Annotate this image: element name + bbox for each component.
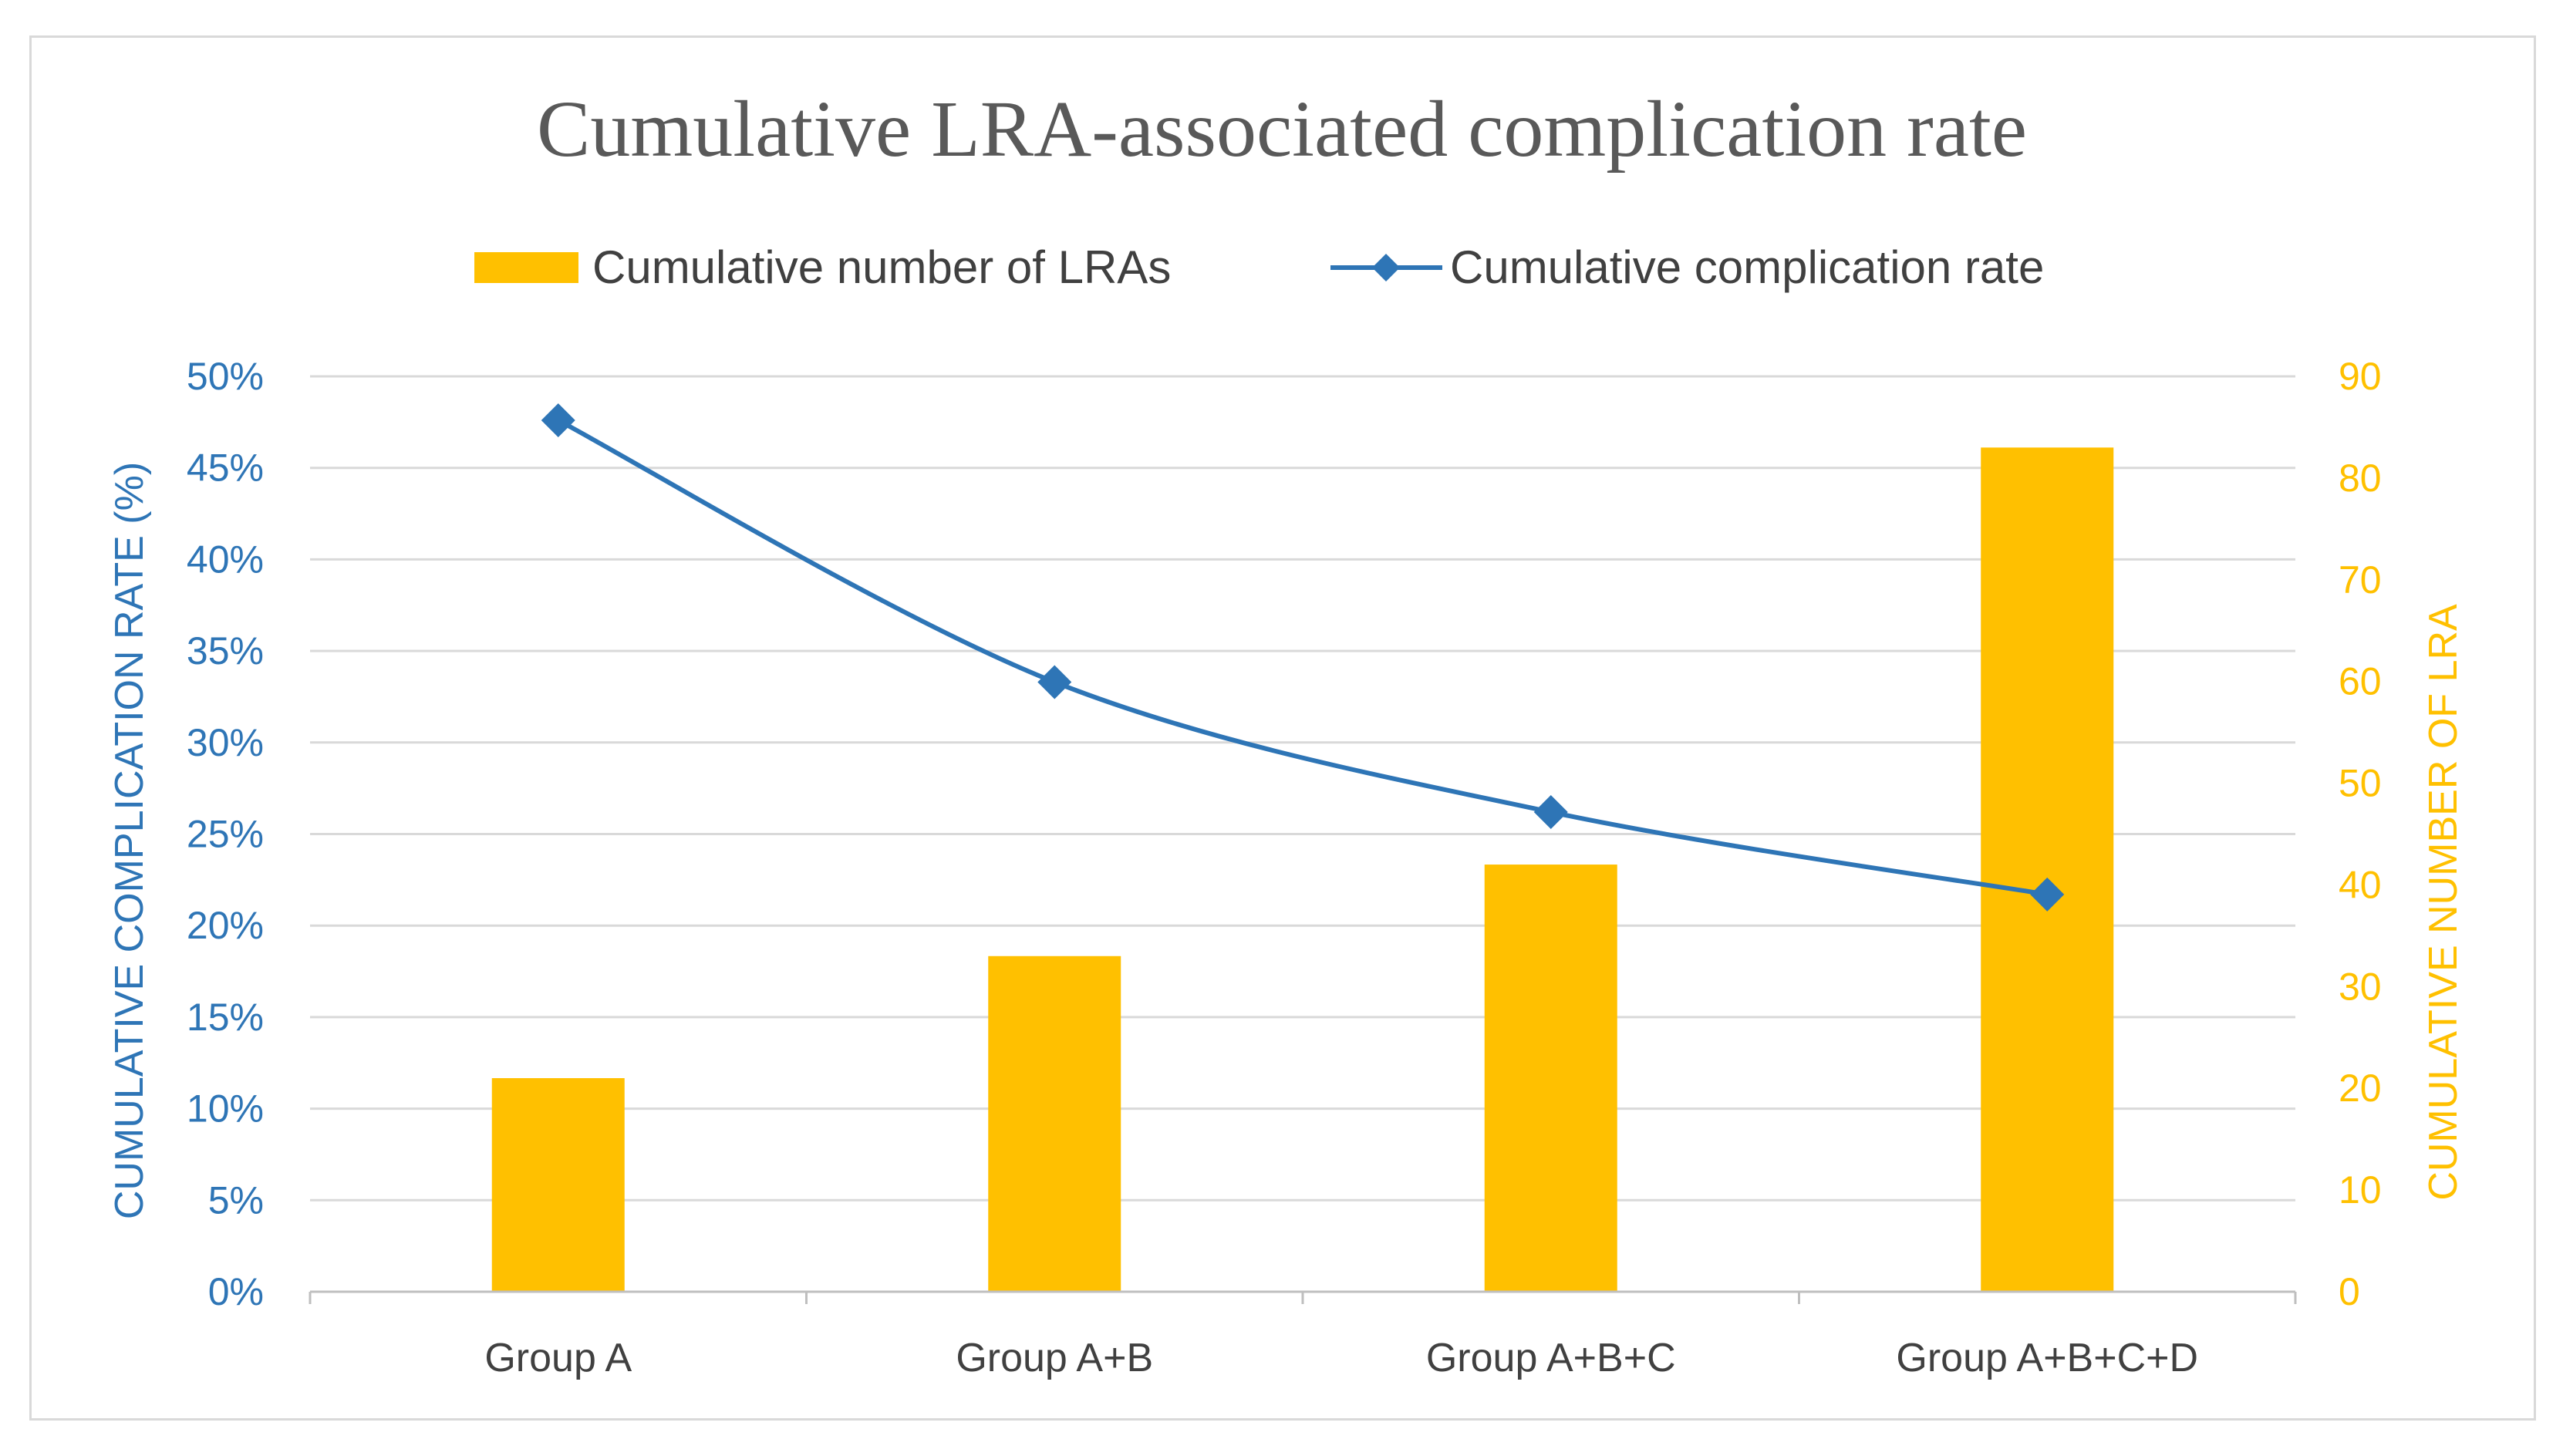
x-tick-label: Group A (484, 1336, 632, 1380)
line-point (1037, 665, 1072, 699)
x-tick-label: Group A+B+C (1426, 1336, 1676, 1380)
left-tick-label: 10% (187, 1087, 264, 1131)
bar-series (491, 447, 2114, 1292)
left-tick-label: 50% (187, 355, 264, 398)
left-axis-title: CUMULATIVE COMPLICATION RATE (%) (107, 462, 152, 1219)
right-tick-label: 30 (2339, 965, 2382, 1008)
right-tick-label: 50 (2339, 762, 2382, 805)
left-tick-label: 15% (187, 996, 264, 1039)
right-tick-label: 0 (2339, 1270, 2360, 1313)
legend-line-marker (1372, 254, 1400, 281)
line-point (541, 403, 575, 437)
bar (988, 956, 1121, 1292)
bar (1484, 865, 1617, 1292)
bar (1981, 447, 2114, 1292)
x-axis (309, 1290, 2297, 1304)
line-point (2030, 877, 2065, 912)
right-tick-label: 70 (2339, 558, 2382, 602)
chart-frame (29, 35, 2536, 1421)
legend-bar-label: Cumulative number of LRAs (592, 241, 1171, 293)
line-series (541, 403, 2065, 912)
right-tick-label: 90 (2339, 355, 2382, 398)
right-axis-title: CUMULATIVE NUMBER OF LRA (2421, 604, 2466, 1201)
right-tick-label: 40 (2339, 863, 2382, 906)
right-tick-label: 60 (2339, 660, 2382, 703)
legend-line-label: Cumulative complication rate (1450, 241, 2044, 293)
left-tick-label: 20% (187, 904, 264, 947)
x-tick-label: Group A+B+C+D (1896, 1336, 2198, 1380)
left-tick-label: 35% (187, 629, 264, 672)
right-tick-label: 80 (2339, 457, 2382, 500)
left-tick-label: 30% (187, 721, 264, 764)
left-tick-label: 0% (208, 1270, 264, 1313)
line-point (1533, 795, 1568, 830)
legend-bar-swatch (474, 252, 578, 283)
left-tick-label: 45% (187, 447, 264, 490)
right-axis-ticks: 0 10 20 30 40 50 60 70 80 90 (2339, 355, 2382, 1313)
left-tick-label: 25% (187, 813, 264, 856)
x-axis-tick-labels: Group A Group A+B Group A+B+C Group A+B+C+D (484, 1336, 2198, 1380)
right-tick-label: 20 (2339, 1067, 2382, 1110)
series-line (557, 418, 2048, 897)
left-axis-ticks: 0% 5% 10% 15% 20% 25% 30% 35% 40% 45% 50% (187, 355, 264, 1313)
bar (491, 1078, 625, 1292)
chart-title: Cumulative LRA-associated complication r… (537, 85, 2027, 174)
left-tick-label: 5% (208, 1178, 264, 1222)
left-tick-label: 40% (187, 538, 264, 581)
legend: Cumulative number of LRAs Cumulative com… (474, 241, 2044, 293)
right-tick-label: 10 (2339, 1168, 2382, 1212)
x-tick-label: Group A+B (956, 1336, 1153, 1380)
